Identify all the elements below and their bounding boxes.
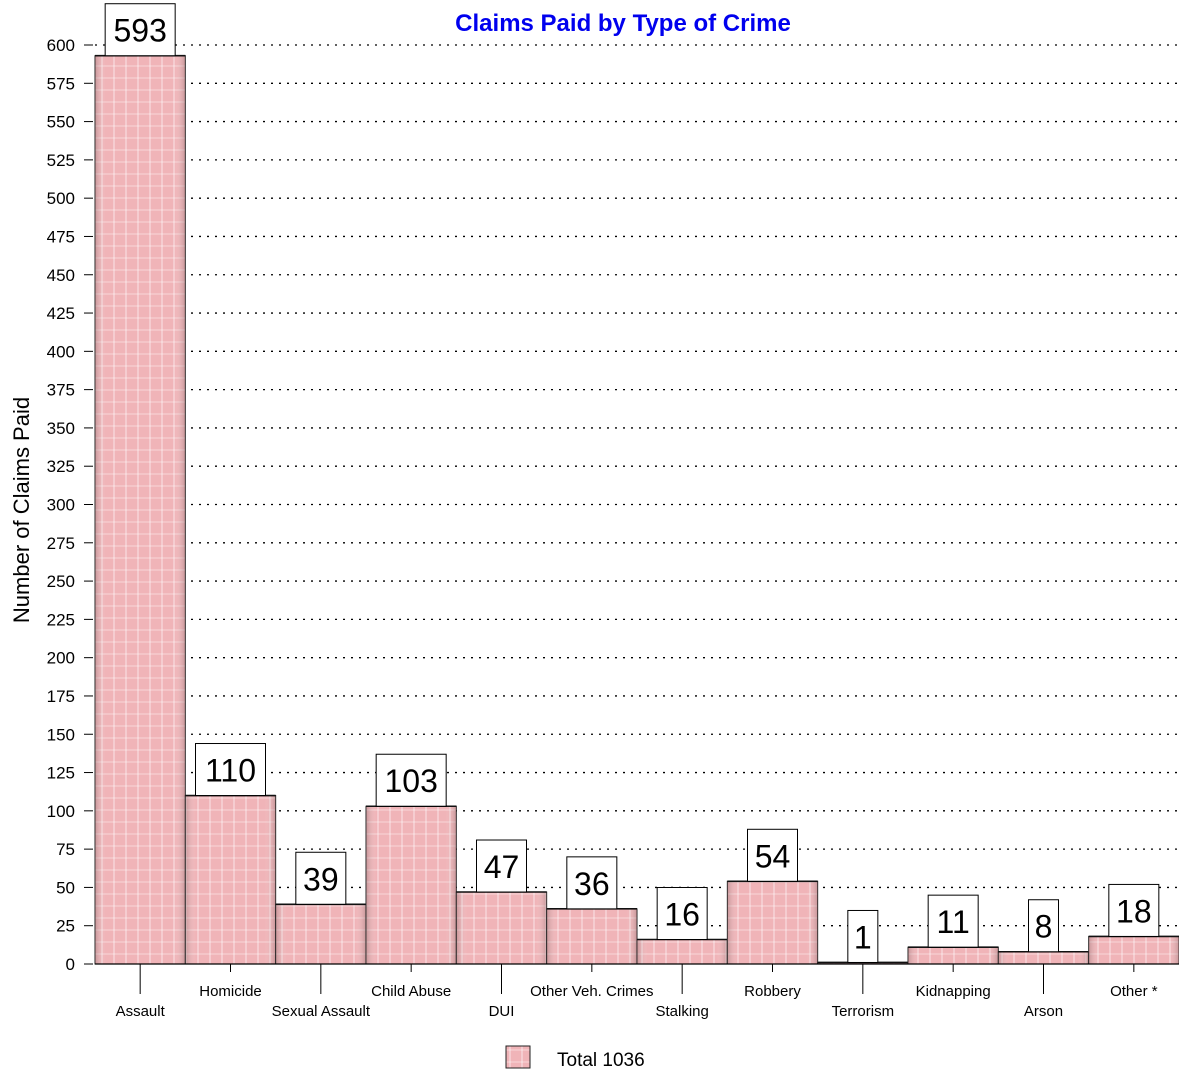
data-label-box (747, 828, 798, 882)
bars (94, 54, 1179, 965)
data-label: 36 (574, 866, 610, 902)
data-label: 16 (664, 896, 700, 932)
data-label-box (847, 909, 879, 963)
y-tick-label: 600 (47, 36, 75, 55)
y-tick-label: 100 (47, 802, 75, 821)
y-axis-label: Number of Claims Paid (9, 397, 34, 623)
data-label-box (927, 894, 979, 948)
bar-shade (637, 939, 728, 964)
x-tick-label: Kidnapping (916, 983, 991, 1000)
data-label: 593 (113, 13, 166, 49)
y-tick-label: 50 (56, 878, 75, 897)
data-label: 18 (1116, 893, 1152, 929)
x-tick-label: Homicide (199, 983, 262, 1000)
y-tick-label: 75 (56, 840, 75, 859)
y-tick-label: 275 (47, 534, 75, 553)
bar-shade (366, 806, 457, 964)
y-tick-label: 150 (47, 725, 75, 744)
y-tick-label: 475 (47, 227, 75, 246)
y-tick-label: 400 (47, 342, 75, 361)
y-tick-label: 350 (47, 419, 75, 438)
data-label-box (295, 851, 347, 905)
data-label: 8 (1035, 909, 1053, 945)
y-tick-label: 450 (47, 266, 75, 285)
data-label-box (1108, 883, 1160, 937)
y-tick-label: 575 (47, 74, 75, 93)
x-tick-label: Robbery (744, 983, 801, 1000)
bar-shade (908, 947, 999, 964)
data-label-box (104, 3, 176, 57)
data-label-box (375, 753, 447, 807)
legend-label: Total 1036 (557, 1050, 645, 1071)
y-tick-label: 0 (66, 955, 75, 974)
y-tick-label: 500 (47, 189, 75, 208)
x-tick-label: DUI (489, 1003, 515, 1020)
y-tick-label: 300 (47, 496, 75, 515)
y-tick-label: 375 (47, 381, 75, 400)
y-tick-label: 175 (47, 687, 75, 706)
data-label: 39 (303, 861, 339, 897)
data-label-box (656, 886, 708, 940)
y-tick-label: 200 (47, 649, 75, 668)
x-tick-label: Other Veh. Crimes (530, 983, 653, 1000)
legend-swatch (505, 1045, 531, 1069)
data-label: 47 (484, 849, 520, 885)
y-tick-label: 425 (47, 304, 75, 323)
bar-shade (1088, 936, 1179, 964)
data-label-box (1028, 899, 1059, 953)
legend: Total 1036 (505, 1045, 645, 1071)
data-label: 11 (937, 904, 970, 940)
data-label: 54 (755, 838, 791, 874)
bar-shade (95, 55, 186, 964)
data-label-box (566, 856, 618, 910)
bar-shade (998, 951, 1089, 964)
y-tick-label: 550 (47, 113, 75, 132)
y-tick-label: 325 (47, 457, 75, 476)
x-tick-label: Assault (116, 1003, 166, 1020)
x-tick-label: Stalking (655, 1003, 708, 1020)
y-tick-label: 225 (47, 610, 75, 629)
y-tick-label: 25 (56, 917, 75, 936)
bar-shade (185, 795, 276, 964)
y-tick-label: 125 (47, 764, 75, 783)
y-tick-label: 250 (47, 572, 75, 591)
bar-shade (275, 904, 366, 964)
x-tick-label: Other * (1110, 983, 1158, 1000)
bar-shade (727, 881, 818, 964)
x-tick-label: Arson (1024, 1003, 1063, 1020)
x-tick-label: Child Abuse (371, 983, 451, 1000)
y-axis: 0 25 50 75 100 125 150 175 200 225 250 275 300 325 350… (47, 36, 93, 974)
x-tick-label: Terrorism (832, 1003, 895, 1020)
x-tick-label: Sexual Assault (272, 1003, 371, 1020)
data-label: 1 (854, 919, 872, 955)
bar-shade (456, 892, 547, 964)
y-tick-label: 525 (47, 151, 75, 170)
data-label-box (195, 743, 266, 797)
data-label: 110 (205, 753, 256, 789)
data-label-box (476, 839, 527, 893)
bar-shade (546, 908, 637, 964)
chart-title: Claims Paid by Type of Crime (455, 10, 791, 37)
data-label: 103 (384, 763, 437, 799)
